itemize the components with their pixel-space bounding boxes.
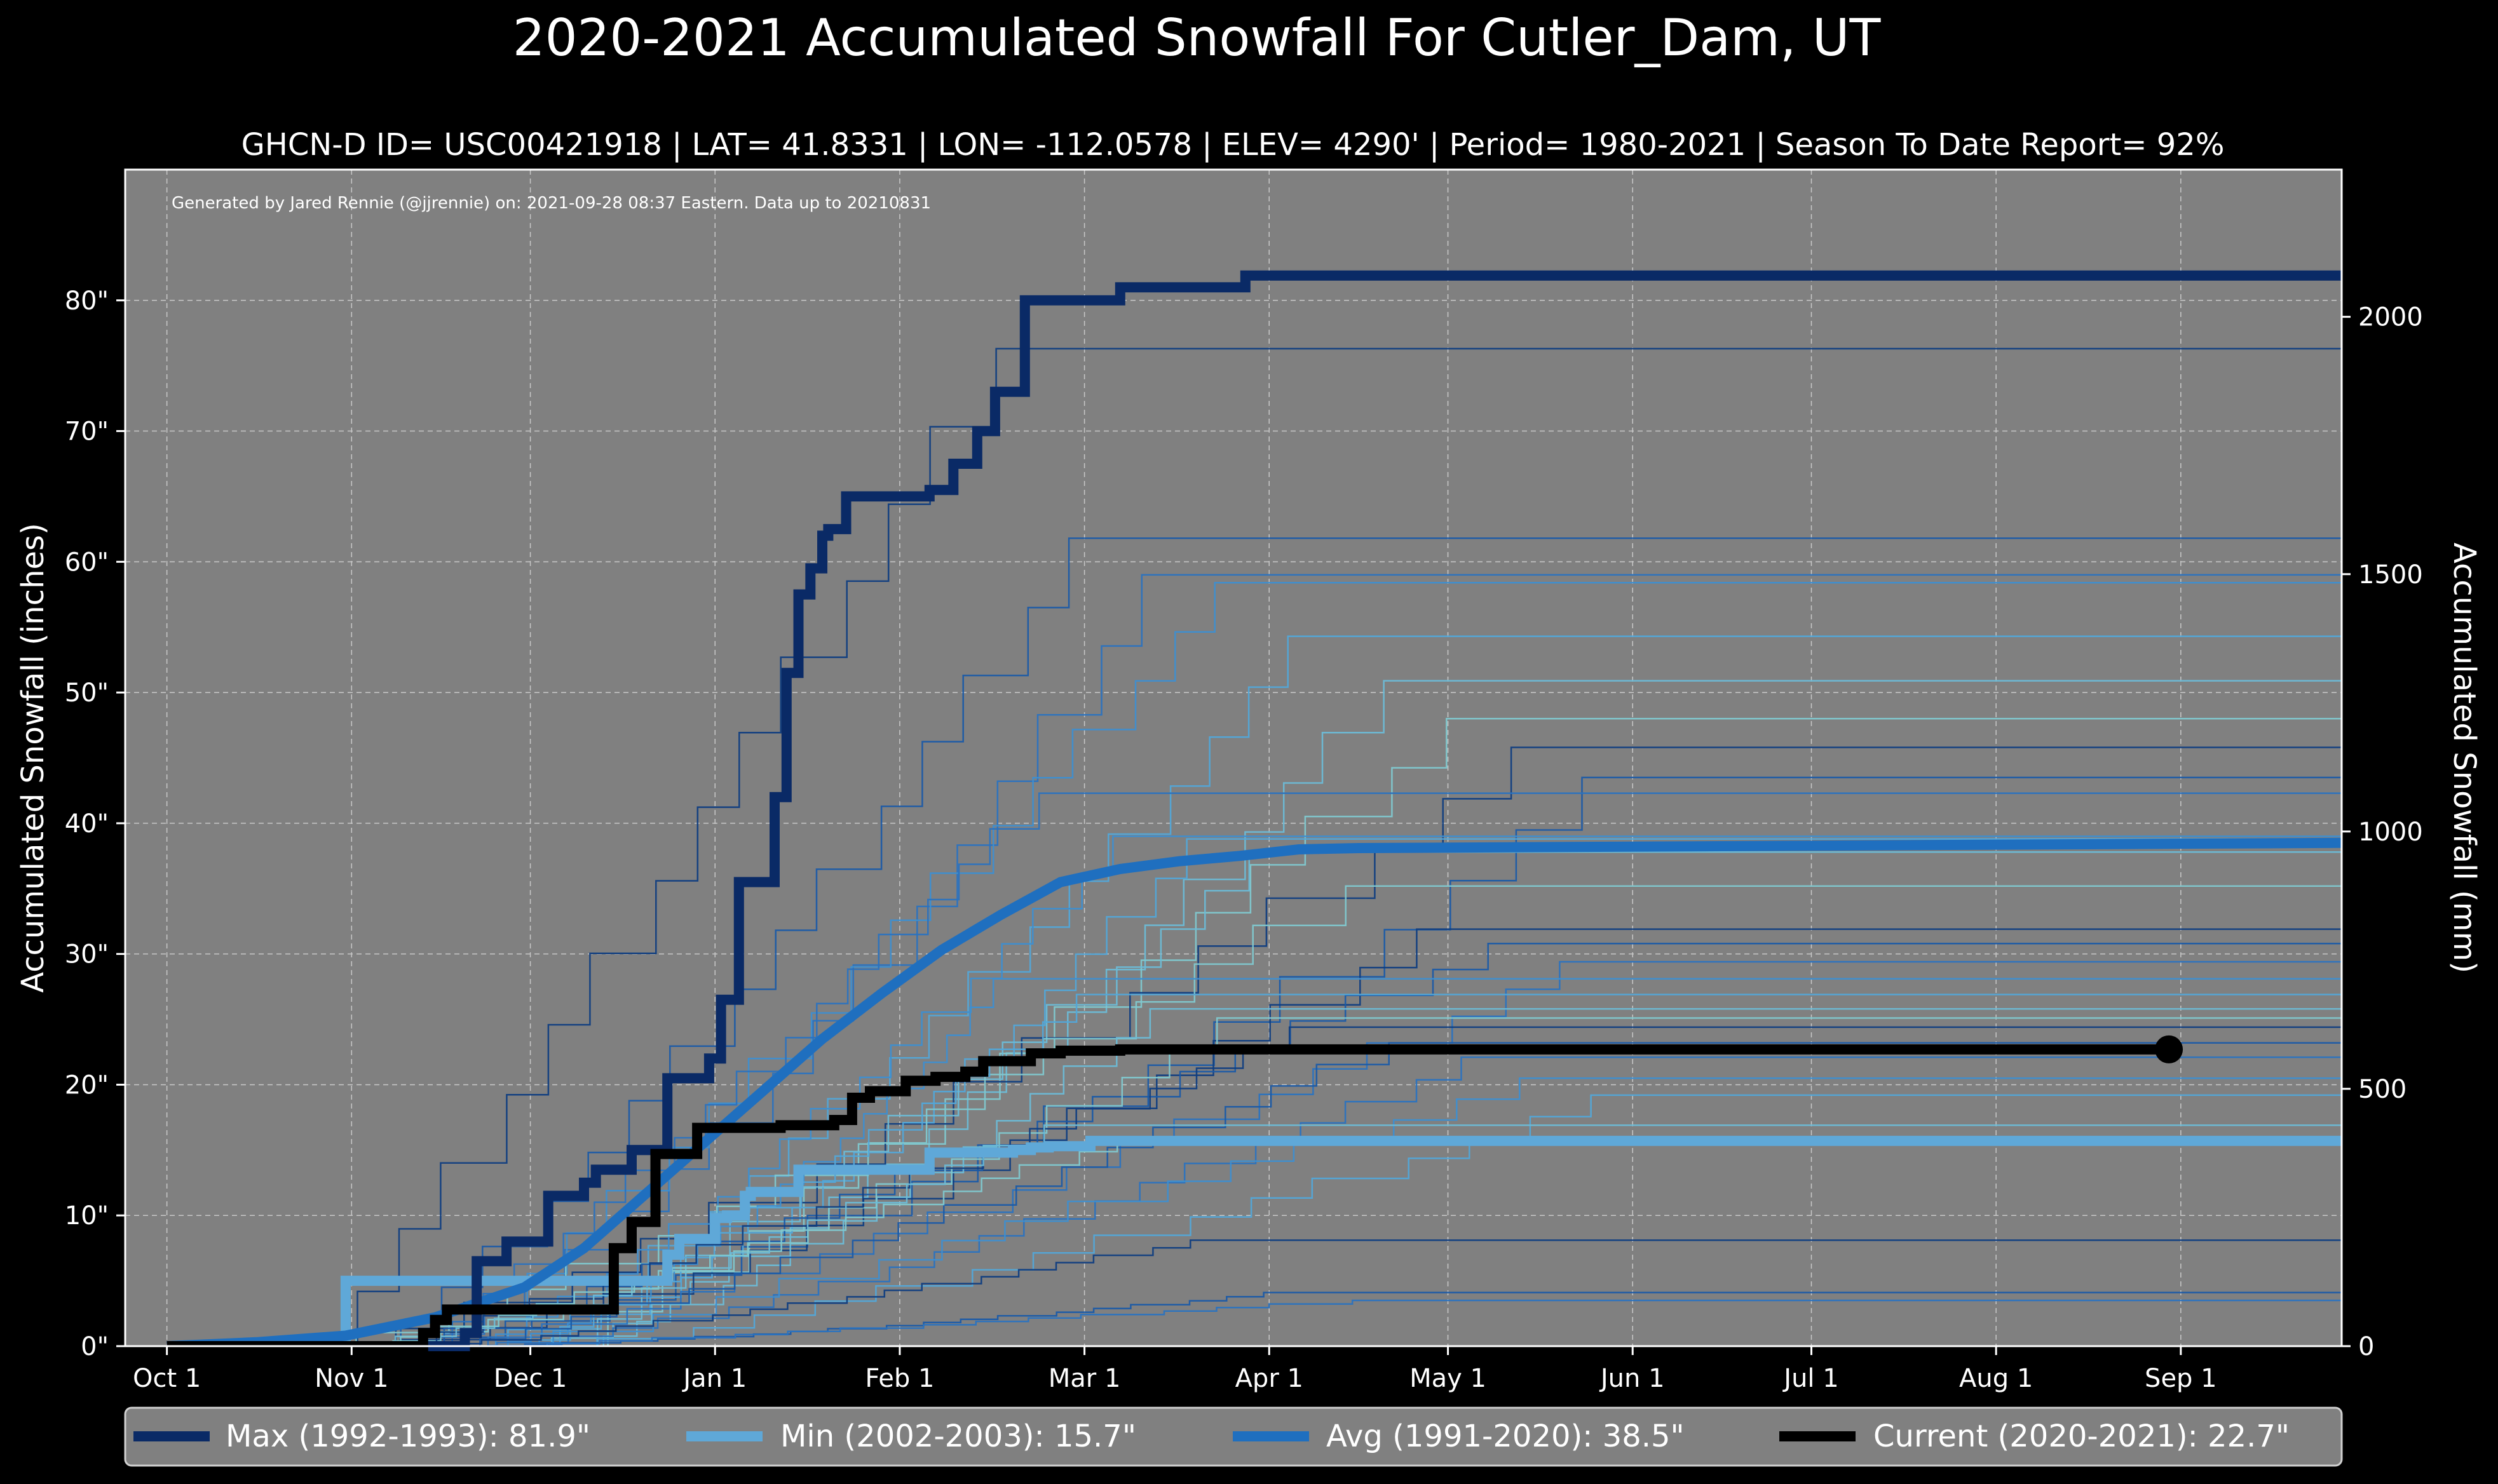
current-endpoint-marker <box>2155 1035 2183 1063</box>
x-tick-label: May 1 <box>1409 1364 1486 1393</box>
y-tick-label: 20" <box>65 1070 109 1100</box>
historical-season-lines <box>166 347 2342 1347</box>
y-axis-label-right: Accumulated Snowfall (mm) <box>2447 543 2482 973</box>
historical-season-line <box>166 746 2342 1347</box>
x-tick-label: Jul 1 <box>1782 1364 1838 1393</box>
legend-label-min: Min (2002-2003): 15.7" <box>780 1419 1136 1454</box>
x-tick-label: Oct 1 <box>133 1364 201 1393</box>
historical-season-line <box>166 680 2342 1347</box>
plot-frame <box>124 168 2343 1347</box>
x-tick-label: Feb 1 <box>865 1364 934 1393</box>
legend-label-current: Current (2020-2021): 22.7" <box>1873 1419 2290 1454</box>
x-tick-label: Nov 1 <box>315 1364 388 1393</box>
x-tick-label: Jun 1 <box>1599 1364 1665 1393</box>
current-series-line <box>166 1044 2169 1351</box>
historical-season-line <box>166 851 2342 1347</box>
y-right-tick-label: 1500 <box>2358 560 2423 590</box>
y-axis-ticks-left: 0" 10" 20" 30" 40" 50" 60" 70" 80" <box>65 287 125 1361</box>
y-tick-label: 80" <box>65 287 109 316</box>
grid-lines <box>125 170 2342 1347</box>
historical-season-line <box>166 1137 2342 1347</box>
chart-title: 2020-2021 Accumulated Snowfall For Cutle… <box>513 8 1882 67</box>
x-tick-label: Jan 1 <box>681 1364 747 1393</box>
legend-label-avg: Avg (1991-2020): 38.5" <box>1326 1419 1685 1454</box>
y-tick-label: 50" <box>65 678 109 708</box>
y-tick-label: 60" <box>65 548 109 577</box>
x-tick-label: Dec 1 <box>494 1364 567 1393</box>
min-series-line <box>166 1135 2342 1351</box>
historical-season-line <box>166 347 2342 1347</box>
historical-season-line <box>166 1008 2342 1347</box>
chart-subtitle: GHCN-D ID= USC00421918 | LAT= 41.8331 | … <box>241 127 2225 163</box>
y-axis-ticks-right: 0 500 1000 1500 2000 <box>2342 303 2423 1361</box>
plot-area <box>125 170 2342 1346</box>
x-tick-label: Apr 1 <box>1235 1364 1303 1393</box>
y-right-tick-label: 500 <box>2358 1075 2406 1104</box>
credit-note: Generated by Jared Rennie (@jjrennie) on… <box>172 194 931 213</box>
historical-season-line <box>166 1077 2342 1347</box>
y-tick-label: 0" <box>81 1332 109 1361</box>
historical-season-line <box>166 776 2342 1347</box>
x-axis-ticks: Oct 1 Nov 1 Dec 1 Jan 1 Feb 1 Mar 1 Apr 1 May 1… <box>133 1346 2217 1393</box>
y-tick-label: 30" <box>65 940 109 969</box>
y-right-tick-label: 2000 <box>2358 303 2423 332</box>
x-tick-label: Sep 1 <box>2145 1364 2217 1393</box>
historical-season-line <box>166 537 2342 1347</box>
x-tick-label: Mar 1 <box>1049 1364 1121 1393</box>
legend-label-max: Max (1992-1993): 81.9" <box>226 1419 590 1454</box>
y-right-tick-label: 0 <box>2358 1332 2374 1361</box>
y-tick-label: 40" <box>65 809 109 839</box>
historical-season-line <box>166 1239 2342 1347</box>
historical-season-line <box>166 1299 2342 1347</box>
y-axis-label-left: Accumulated Snowfall (inches) <box>15 523 51 993</box>
historical-season-line <box>166 1042 2342 1347</box>
legend: Max (1992-1993): 81.9" Min (2002-2003): … <box>124 1406 2343 1467</box>
x-tick-label: Aug 1 <box>1959 1364 2033 1393</box>
y-right-tick-label: 1000 <box>2358 818 2423 847</box>
y-tick-label: 70" <box>65 417 109 447</box>
y-tick-label: 10" <box>65 1201 109 1231</box>
max-series-line <box>166 270 2342 1351</box>
highlighted-series <box>166 270 2342 1351</box>
